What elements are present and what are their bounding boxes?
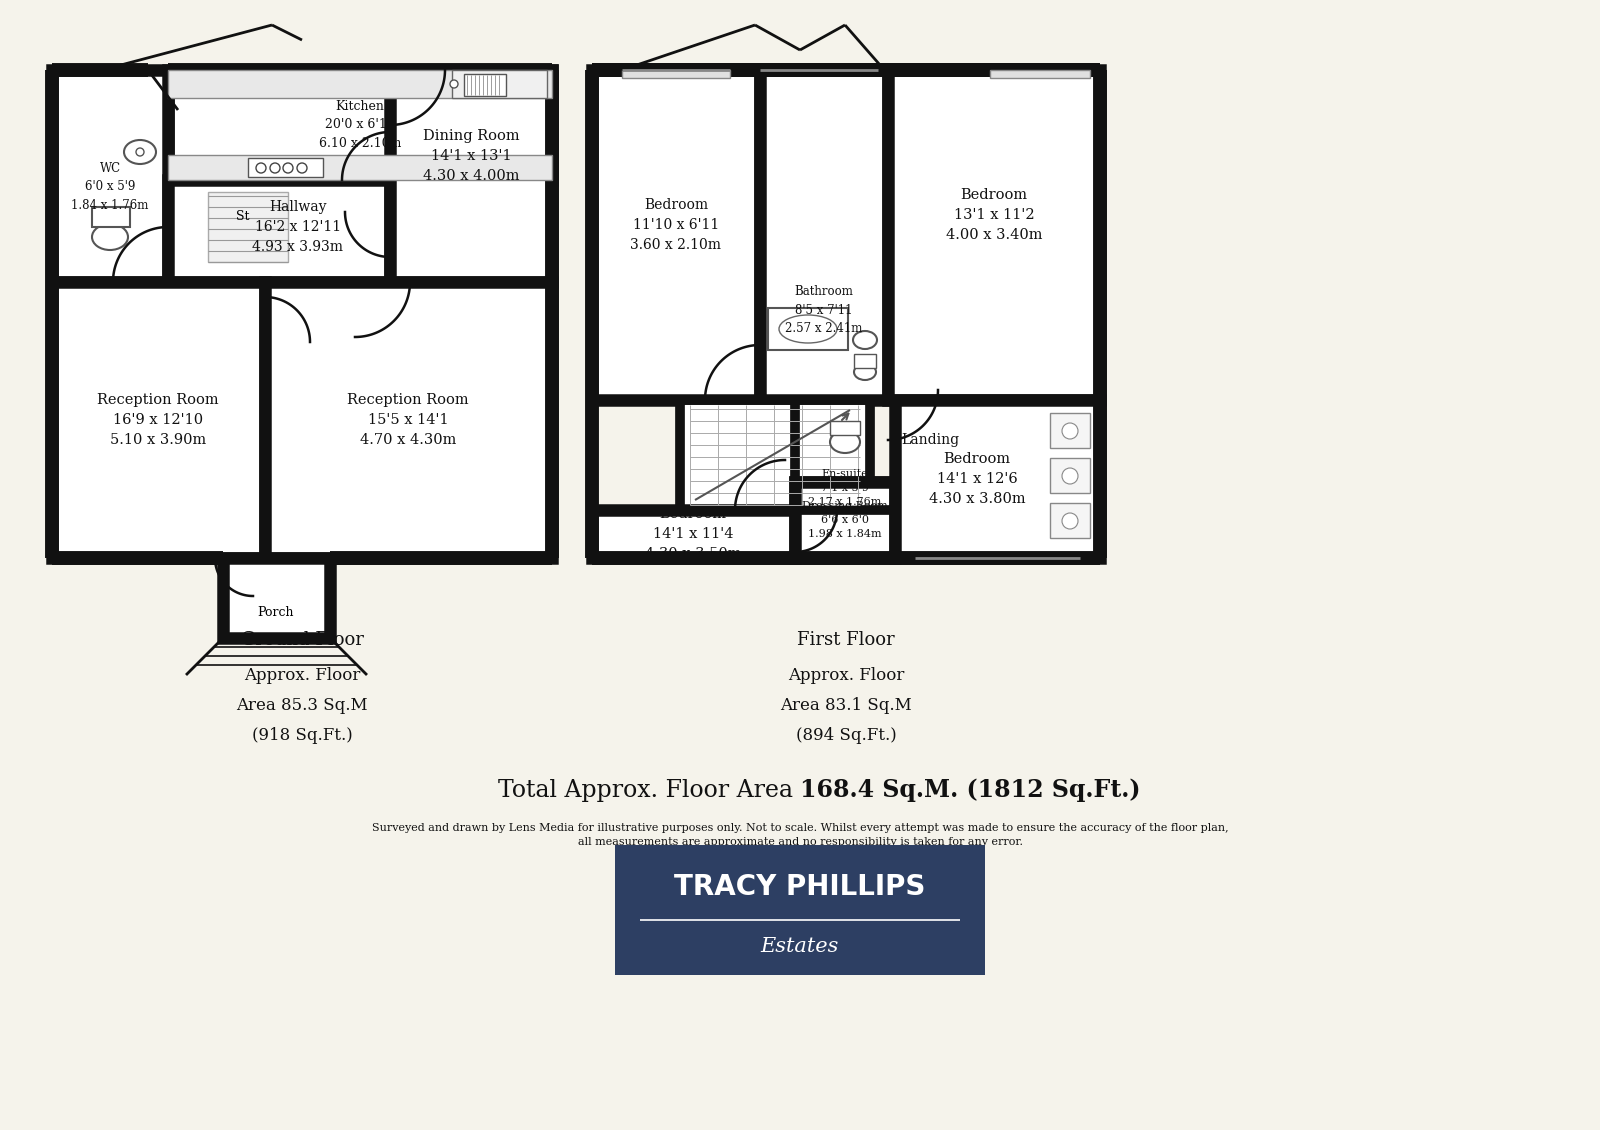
Text: Approx. Floor: Approx. Floor <box>787 667 904 684</box>
Bar <box>390 70 552 282</box>
Bar <box>614 845 986 975</box>
Bar <box>768 308 848 350</box>
Bar <box>266 282 552 558</box>
Bar <box>51 282 266 558</box>
Text: Area 83.1 Sq.M: Area 83.1 Sq.M <box>781 696 912 713</box>
Bar <box>93 207 130 227</box>
Bar <box>464 73 506 96</box>
Text: Reception Room
16'9 x 12'10
5.10 x 3.90m: Reception Room 16'9 x 12'10 5.10 x 3.90m <box>98 393 219 447</box>
Bar <box>795 483 894 558</box>
Text: Total Approx. Floor Area: Total Approx. Floor Area <box>498 779 800 801</box>
Text: Bedroom
11'10 x 6'11
3.60 x 2.10m: Bedroom 11'10 x 6'11 3.60 x 2.10m <box>630 198 722 252</box>
Bar <box>795 483 894 510</box>
Bar <box>1050 412 1090 447</box>
Bar <box>894 400 1101 558</box>
Text: Approx. Floor: Approx. Floor <box>243 667 360 684</box>
Circle shape <box>1062 423 1078 438</box>
Bar <box>854 354 877 368</box>
Ellipse shape <box>853 331 877 349</box>
Bar <box>680 400 870 510</box>
Text: WC
6'0 x 5'9
1.84 x 1.76m: WC 6'0 x 5'9 1.84 x 1.76m <box>72 162 149 212</box>
Circle shape <box>256 163 266 173</box>
Text: TRACY PHILLIPS: TRACY PHILLIPS <box>674 872 926 901</box>
Text: Dressing Room
6'6 x 6'0
1.98 x 1.84m: Dressing Room 6'6 x 6'0 1.98 x 1.84m <box>802 501 888 539</box>
Bar <box>168 70 552 180</box>
Text: Estates: Estates <box>762 937 838 956</box>
Circle shape <box>1062 513 1078 529</box>
Text: (894 Sq.Ft.): (894 Sq.Ft.) <box>795 727 896 744</box>
Circle shape <box>1062 468 1078 484</box>
Circle shape <box>136 148 144 156</box>
Ellipse shape <box>93 224 128 250</box>
Text: Bedroom
13'1 x 11'2
4.00 x 3.40m: Bedroom 13'1 x 11'2 4.00 x 3.40m <box>946 188 1042 242</box>
Circle shape <box>283 163 293 173</box>
Bar <box>168 155 552 180</box>
Text: Area 85.3 Sq.M: Area 85.3 Sq.M <box>237 696 368 713</box>
Text: Bathroom
8'5 x 7'11
2.57 x 2.41m: Bathroom 8'5 x 7'11 2.57 x 2.41m <box>786 285 862 334</box>
Bar <box>51 70 168 282</box>
Bar <box>830 421 861 435</box>
Text: Porch: Porch <box>258 607 294 619</box>
Bar <box>622 70 730 78</box>
Text: Surveyed and drawn by Lens Media for illustrative purposes only. Not to scale. W: Surveyed and drawn by Lens Media for ill… <box>371 823 1229 848</box>
Text: (918 Sq.Ft.): (918 Sq.Ft.) <box>251 727 352 744</box>
Text: Reception Room
15'5 x 14'1
4.70 x 4.30m: Reception Room 15'5 x 14'1 4.70 x 4.30m <box>347 393 469 447</box>
Ellipse shape <box>779 315 837 344</box>
Ellipse shape <box>125 140 157 164</box>
Text: En-suite
7'1 x 5'9
2.17 x 1.76m: En-suite 7'1 x 5'9 2.17 x 1.76m <box>808 469 882 507</box>
Bar <box>760 70 888 400</box>
Text: Ground Floor: Ground Floor <box>240 631 363 649</box>
Text: St: St <box>237 210 250 224</box>
Bar <box>1050 458 1090 493</box>
Bar <box>168 180 390 282</box>
Bar <box>168 70 552 98</box>
Text: First Floor: First Floor <box>797 631 894 649</box>
Ellipse shape <box>830 431 861 453</box>
Bar <box>248 158 323 177</box>
Bar <box>990 70 1090 78</box>
Text: Landing: Landing <box>901 433 958 447</box>
Bar <box>222 558 330 638</box>
Bar <box>453 70 547 98</box>
Bar <box>1050 503 1090 538</box>
Text: 168.4 Sq.M. (1812 Sq.Ft.): 168.4 Sq.M. (1812 Sq.Ft.) <box>800 777 1141 802</box>
Text: Bedroom
14'1 x 11'4
4.30 x 3.50m: Bedroom 14'1 x 11'4 4.30 x 3.50m <box>645 507 741 562</box>
Circle shape <box>450 80 458 88</box>
Bar <box>592 70 760 400</box>
Text: Bedroom
14'1 x 12'6
4.30 x 3.80m: Bedroom 14'1 x 12'6 4.30 x 3.80m <box>928 452 1026 506</box>
Bar <box>208 192 288 262</box>
Text: Kitchen
20'0 x 6'11
6.10 x 2.10m: Kitchen 20'0 x 6'11 6.10 x 2.10m <box>318 99 402 150</box>
Text: Hallway
16'2 x 12'11
4.93 x 3.93m: Hallway 16'2 x 12'11 4.93 x 3.93m <box>253 200 344 254</box>
Circle shape <box>298 163 307 173</box>
Ellipse shape <box>854 364 877 380</box>
Bar <box>592 510 795 558</box>
Text: Dining Room
14'1 x 13'1
4.30 x 4.00m: Dining Room 14'1 x 13'1 4.30 x 4.00m <box>422 129 520 183</box>
Bar <box>888 70 1101 400</box>
Circle shape <box>270 163 280 173</box>
